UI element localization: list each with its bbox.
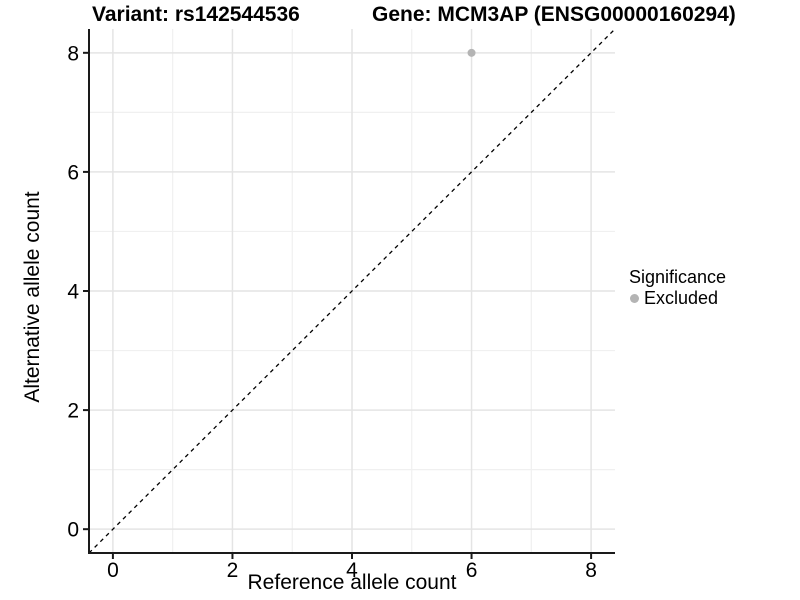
y-tick-label: 6 — [67, 161, 79, 184]
y-tick-label: 4 — [67, 281, 79, 304]
legend-item-label: Excluded — [644, 288, 719, 308]
y-tick-label: 0 — [67, 519, 79, 542]
x-axis-label: Reference allele count — [247, 571, 457, 594]
x-tick-label: 6 — [466, 559, 478, 582]
legend-point-icon — [630, 294, 639, 303]
x-tick-label: 4 — [346, 559, 358, 582]
gene-title: Gene: MCM3AP (ENSG00000160294) — [372, 3, 736, 26]
variant-title: Variant: rs142544536 — [92, 3, 300, 26]
legend-title: Significance — [629, 267, 727, 287]
x-tick-label: 8 — [585, 559, 597, 582]
x-tick-label: 0 — [107, 559, 119, 582]
legend-item-excluded: Excluded — [629, 289, 726, 308]
identity-line — [88, 28, 616, 554]
data-point — [467, 48, 476, 57]
x-tick-label: 2 — [227, 559, 239, 582]
y-tick-label: 2 — [67, 400, 79, 423]
y-axis-label: Alternative allele count — [21, 191, 44, 403]
y-tick-label: 8 — [67, 42, 79, 65]
legend: Significance Excluded — [629, 267, 726, 308]
